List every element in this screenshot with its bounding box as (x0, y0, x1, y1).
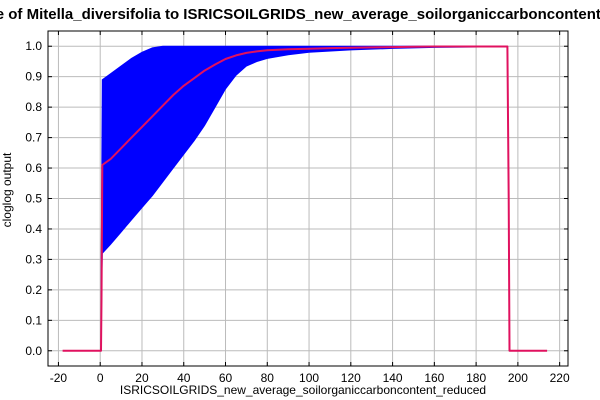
y-axis-label: cloglog output (0, 152, 14, 227)
y-tick-label: 0.2 (25, 283, 42, 297)
x-tick-label: -20 (50, 371, 68, 385)
x-tick-label: 60 (219, 371, 233, 385)
y-tick-label: 0.6 (25, 161, 42, 175)
x-axis-label: ISRICSOILGRIDS_new_average_soilorganicca… (120, 383, 486, 397)
x-tick-label: 200 (508, 371, 528, 385)
x-tick-label: 80 (261, 371, 275, 385)
confidence-band (100, 45, 508, 306)
x-tick-label: 20 (135, 371, 149, 385)
confidence-band-layer (100, 45, 508, 306)
x-tick-label: 100 (299, 371, 319, 385)
x-tick-label: 140 (383, 371, 403, 385)
y-tick-label: 0.4 (25, 222, 42, 236)
axis-ticks: -20 0 20 40 60 80 100 120 140 160 180 200 220 0.0 0.1 0… (25, 31, 570, 385)
y-tick-label: 1.0 (25, 39, 42, 53)
mean-line-layer (62, 45, 548, 352)
y-tick-label: 0.1 (25, 313, 42, 327)
x-tick-label: 180 (466, 371, 486, 385)
y-tick-label: 0.9 (25, 70, 42, 84)
y-tick-label: 0.5 (25, 192, 42, 206)
y-tick-label: 0.0 (25, 344, 42, 358)
y-tick-label: 0.3 (25, 252, 42, 266)
grid-lines (48, 31, 568, 366)
y-tick-label: 0.8 (25, 100, 42, 114)
x-tick-label: 40 (177, 371, 191, 385)
x-tick-label: 220 (550, 371, 570, 385)
mean-response-line (62, 45, 548, 352)
x-tick-label: 0 (97, 371, 104, 385)
x-tick-label: 120 (341, 371, 361, 385)
x-tick-label: 160 (424, 371, 444, 385)
chart-title: Response of Mitella_diversifolia to ISRI… (0, 6, 600, 23)
y-tick-label: 0.7 (25, 131, 42, 145)
